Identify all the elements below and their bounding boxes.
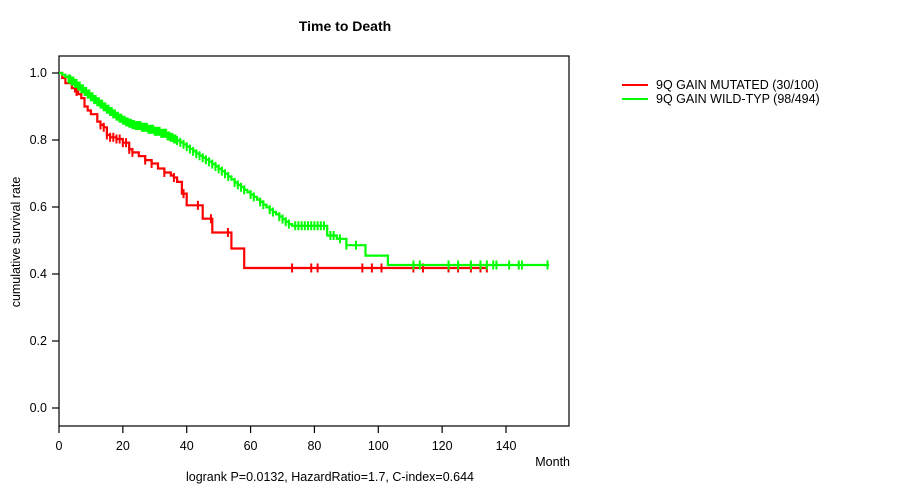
legend: 9Q GAIN MUTATED (30/100) 9Q GAIN WILD-TY… <box>622 78 820 106</box>
legend-item-wildtype: 9Q GAIN WILD-TYP (98/494) <box>622 92 820 106</box>
legend-label-wildtype: 9Q GAIN WILD-TYP (98/494) <box>656 92 820 106</box>
x-tick-label: 0 <box>55 439 63 453</box>
km-curve-mutated <box>59 71 487 270</box>
y-tick-label: 0.2 <box>29 334 47 348</box>
y-tick-label: 0.6 <box>29 200 47 214</box>
censor-ticks-wildtype <box>67 74 549 270</box>
legend-line-red <box>622 83 648 87</box>
statistics-annotation: logrank P=0.0132, HazardRatio=1.7, C-ind… <box>185 470 475 484</box>
y-tick-label: 0.0 <box>29 401 47 415</box>
y-tick-label: 0.4 <box>29 267 47 281</box>
legend-line-green <box>622 97 648 101</box>
censor-ticks-mutated <box>75 86 488 273</box>
y-tick-label: 1.0 <box>29 66 47 80</box>
plot-box <box>58 55 570 427</box>
x-tick-label: 40 <box>179 439 194 453</box>
x-tick-label: 20 <box>115 439 130 453</box>
km-curve-wildtype <box>59 71 550 267</box>
legend-label-mutated: 9Q GAIN MUTATED (30/100) <box>656 78 819 92</box>
legend-item-mutated: 9Q GAIN MUTATED (30/100) <box>622 78 820 92</box>
x-tick-label: 80 <box>307 439 322 453</box>
x-tick-label: 120 <box>431 439 453 453</box>
x-tick-label: 60 <box>243 439 258 453</box>
x-axis-title: Month <box>535 455 570 469</box>
y-axis-title: cumulative survival rate <box>9 176 23 308</box>
x-tick-label: 140 <box>495 439 517 453</box>
y-tick-label: 0.8 <box>29 133 47 147</box>
x-tick-label: 100 <box>367 439 389 453</box>
chart-title: Time to Death <box>298 18 392 34</box>
